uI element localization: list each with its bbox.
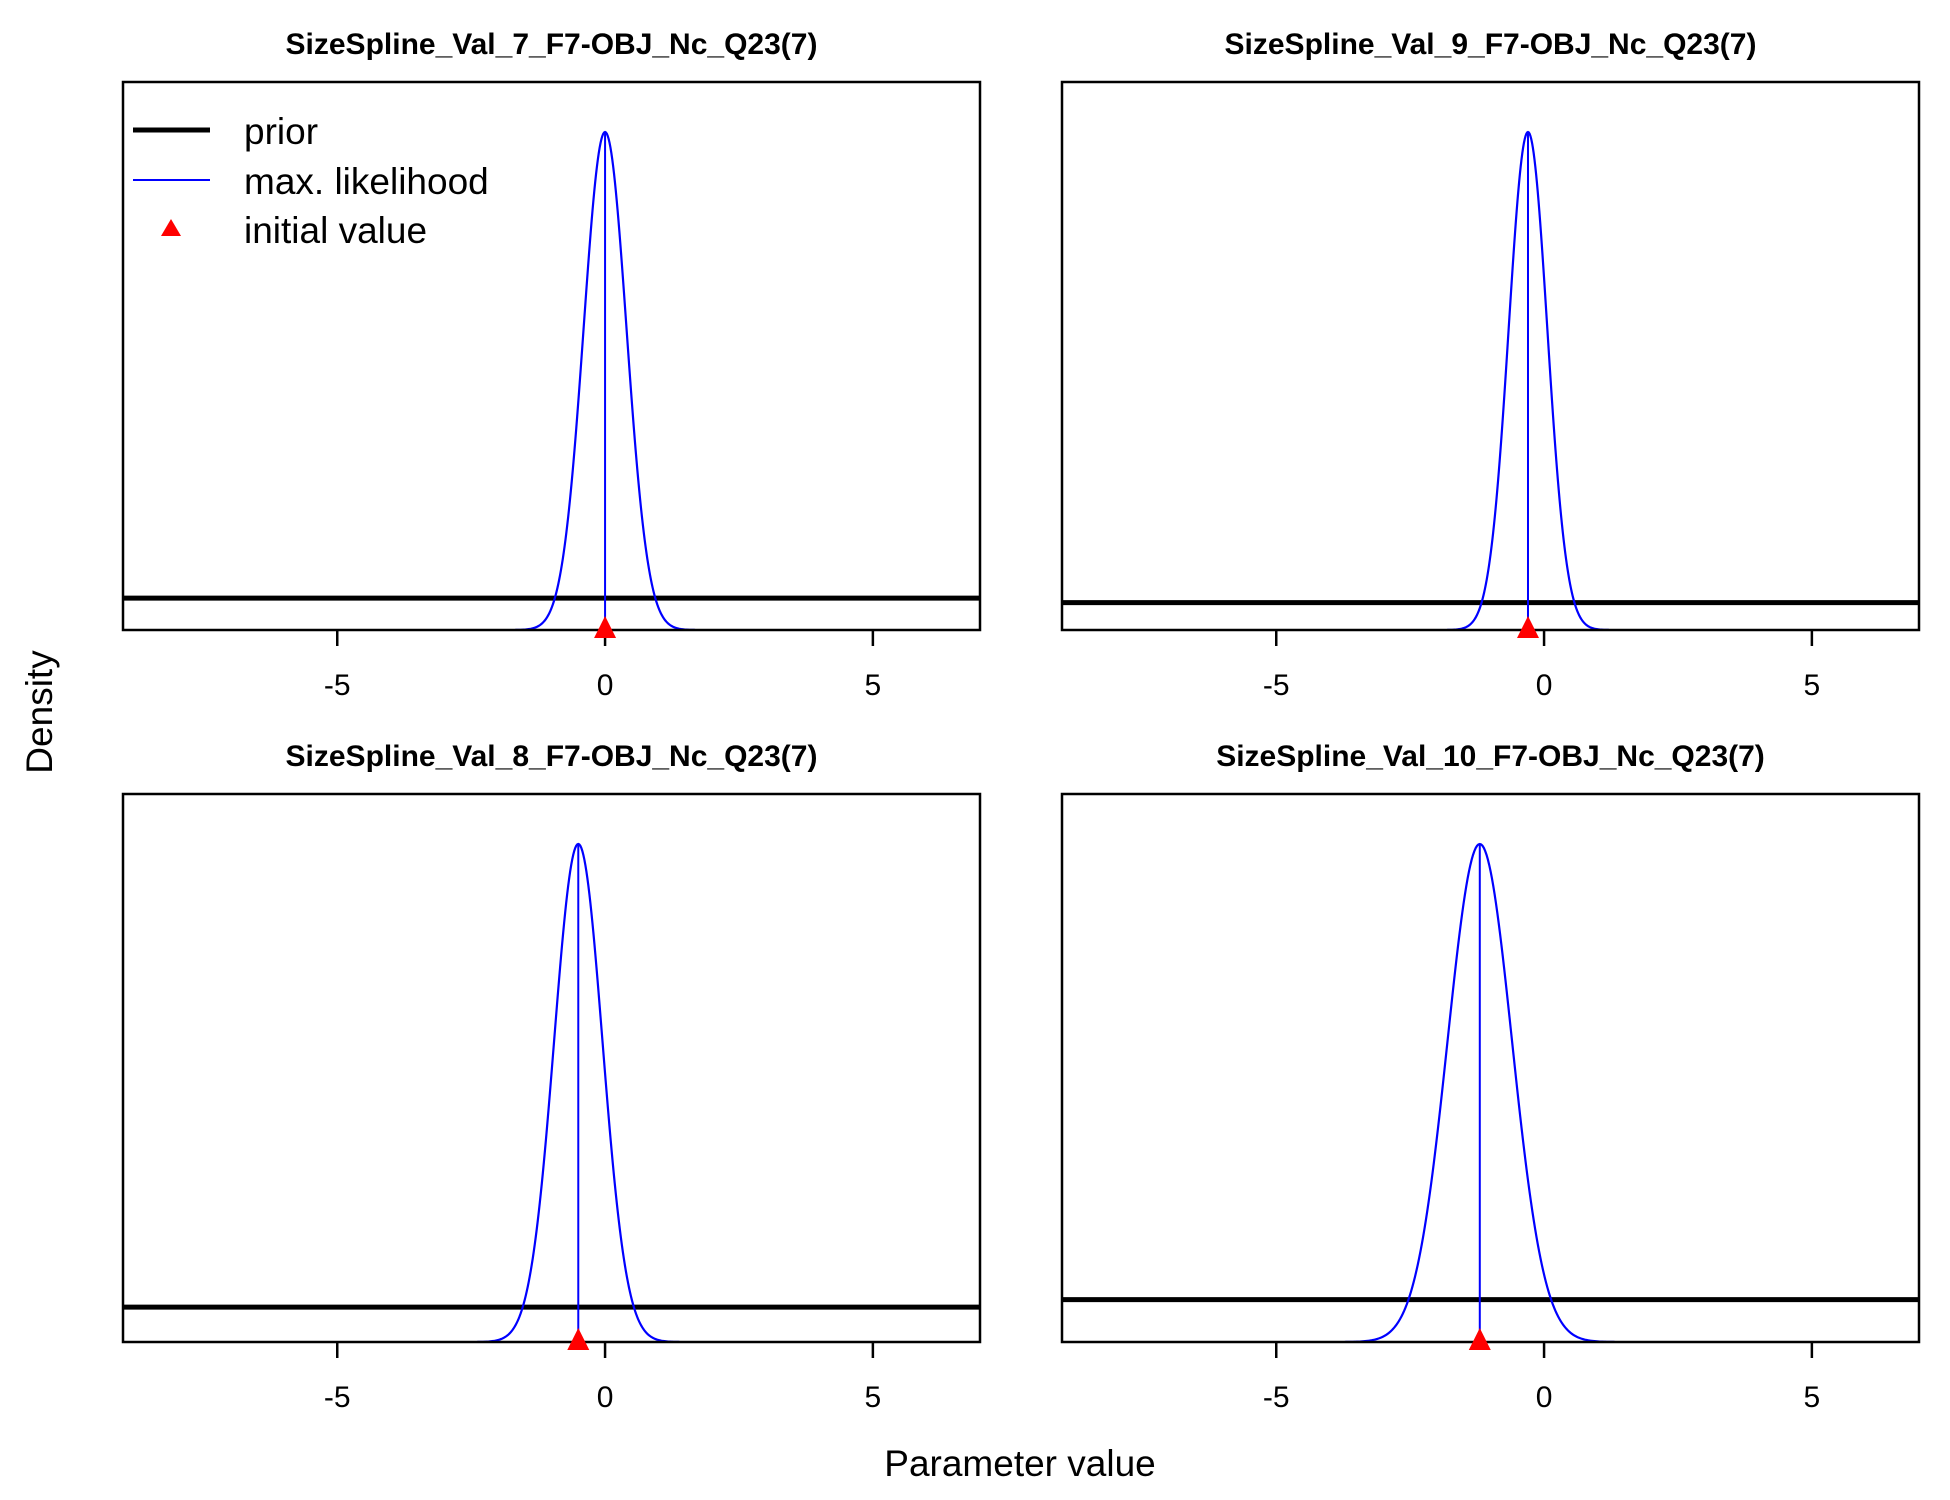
legend-prior-label: prior xyxy=(244,111,318,152)
plot-frame xyxy=(1060,792,1921,1344)
plot-frame xyxy=(121,80,982,632)
plot-frame xyxy=(1060,80,1921,632)
initial-value-marker xyxy=(1468,1328,1491,1350)
x-tick-label: 0 xyxy=(597,669,614,702)
x-tick-label: -5 xyxy=(1263,1381,1290,1414)
x-tick-label: -5 xyxy=(1263,669,1290,702)
panel-4: SizeSpline_Val_10_F7-OBJ_Nc_Q23(7) -5 0 5 xyxy=(1060,740,1921,1414)
panel-3: SizeSpline_Val_8_F7-OBJ_Nc_Q23(7) -5 0 5 xyxy=(121,740,982,1414)
x-tick-label: 5 xyxy=(1804,669,1821,702)
x-tick-label: -5 xyxy=(324,669,351,702)
x-axis-label: Parameter value xyxy=(884,1443,1155,1484)
panel-1: SizeSpline_Val_7_F7-OBJ_Nc_Q23(7) -5 0 5 xyxy=(121,28,982,702)
y-axis-label: Density xyxy=(19,650,60,774)
legend-likelihood-label: max. likelihood xyxy=(244,161,489,202)
x-tick-label: -5 xyxy=(324,1381,351,1414)
legend: prior max. likelihood initial value xyxy=(133,111,489,251)
panel-title: SizeSpline_Val_9_F7-OBJ_Nc_Q23(7) xyxy=(1225,28,1757,61)
initial-value-marker xyxy=(567,1328,590,1350)
x-tick-label: 0 xyxy=(1536,1381,1553,1414)
legend-initial-marker xyxy=(161,219,181,236)
panels-group: SizeSpline_Val_7_F7-OBJ_Nc_Q23(7)-5 0 5Siz… xyxy=(121,28,1921,1414)
legend-initial-label: initial value xyxy=(244,210,427,251)
plot-frame xyxy=(121,792,982,1344)
panel-title: SizeSpline_Val_7_F7-OBJ_Nc_Q23(7) xyxy=(286,28,818,61)
initial-value-marker xyxy=(1516,616,1539,638)
x-tick-label: 5 xyxy=(865,1381,882,1414)
x-tick-label: 5 xyxy=(865,669,882,702)
x-tick-label: 0 xyxy=(597,1381,614,1414)
x-tick-label: 5 xyxy=(1804,1381,1821,1414)
panel-title: SizeSpline_Val_8_F7-OBJ_Nc_Q23(7) xyxy=(286,740,818,773)
x-tick-label: 0 xyxy=(1536,669,1553,702)
panel-2: SizeSpline_Val_9_F7-OBJ_Nc_Q23(7) -5 0 5 xyxy=(1060,28,1921,702)
panel-title: SizeSpline_Val_10_F7-OBJ_Nc_Q23(7) xyxy=(1216,740,1765,773)
initial-value-marker xyxy=(594,616,617,638)
